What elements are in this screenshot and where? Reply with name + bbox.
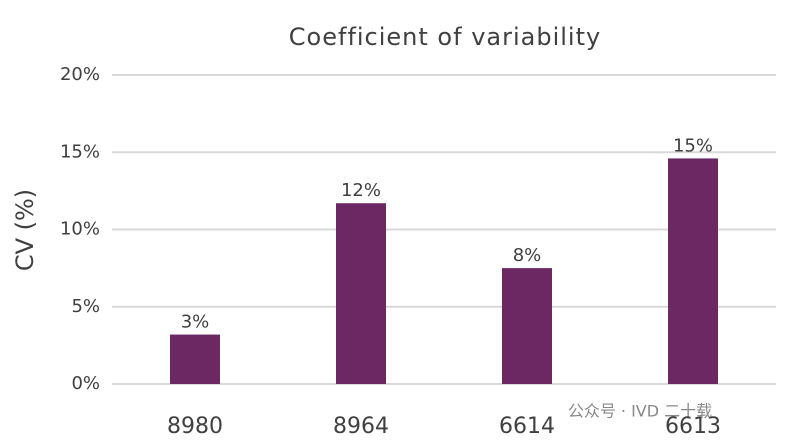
y-tick-label: 20%	[60, 64, 100, 85]
x-tick-label: 6614	[499, 414, 555, 439]
y-tick-label: 15%	[60, 141, 100, 162]
y-tick-label: 10%	[60, 219, 100, 240]
data-label: 8%	[513, 245, 542, 266]
x-tick-label: 8980	[167, 414, 223, 439]
y-tick-label: 5%	[71, 296, 100, 317]
bar	[668, 158, 718, 384]
x-tick-label: 8964	[333, 414, 389, 439]
y-tick-label: 0%	[71, 373, 100, 394]
data-label: 12%	[341, 180, 381, 201]
x-tick-label: 6613	[665, 414, 721, 439]
chart-title: Coefficient of variability	[289, 23, 601, 51]
bar	[170, 334, 220, 384]
watermark: 公众号 · IVD 二十载	[568, 402, 712, 421]
bar	[336, 203, 386, 384]
data-label: 3%	[181, 312, 210, 333]
bar	[502, 268, 552, 384]
data-label: 15%	[673, 135, 713, 156]
y-axis-label: CV (%)	[11, 189, 39, 271]
